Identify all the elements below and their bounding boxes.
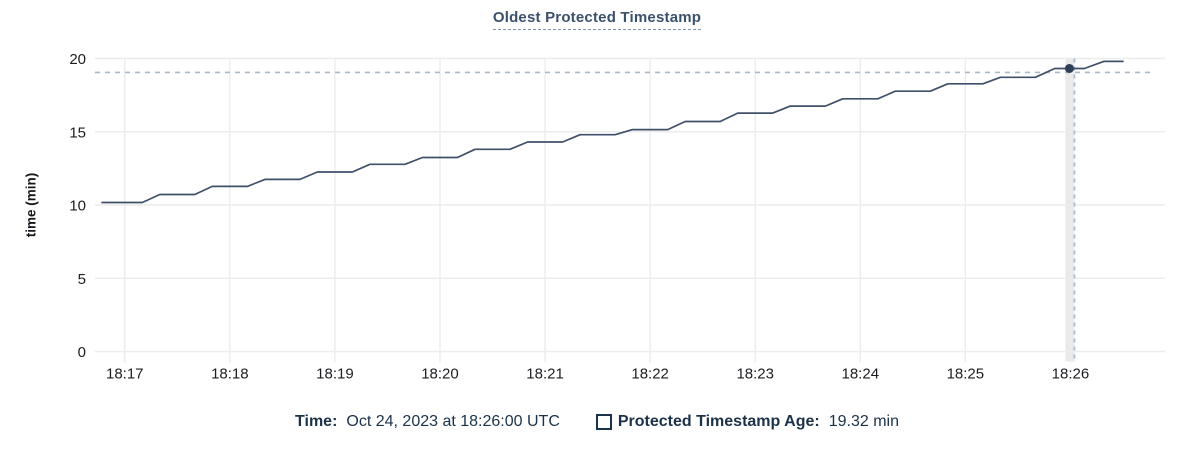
- y-axis-tick-label: 10: [69, 198, 86, 215]
- chart-plot-area[interactable]: 0 5 10 15 20 18:17 18:18 18:19 18:20 18:21 18:22 18…: [0, 0, 1194, 400]
- legend-item-protected-timestamp-age[interactable]: Protected Timestamp Age: 19.32 min: [595, 413, 899, 431]
- y-axis-tick-label: 5: [78, 271, 86, 288]
- series-value: 19.32 min: [828, 413, 899, 430]
- x-axis-tick-label: 18:25: [947, 366, 985, 383]
- series-swatch-checkbox[interactable]: [595, 414, 612, 430]
- x-axis-tick-label: 18:22: [631, 366, 669, 383]
- x-axis-tick-label: 18:24: [842, 366, 880, 383]
- x-axis-tick-label: 18:21: [526, 366, 564, 383]
- x-axis-tick-label: 18:18: [211, 366, 249, 383]
- hover-time-readout: Time: Oct 24, 2023 at 18:26:00 UTC: [295, 413, 560, 431]
- y-axis-tick-label: 0: [78, 344, 86, 361]
- series-label[interactable]: Protected Timestamp Age:: [617, 413, 820, 430]
- x-axis-tick-label: 18:17: [106, 366, 144, 383]
- x-axis-tick-label: 18:19: [316, 366, 354, 383]
- x-axis-tick-label: 18:20: [421, 366, 459, 383]
- y-axis-tick-label: 15: [69, 124, 86, 141]
- y-axis-tick-label: 20: [69, 51, 86, 68]
- hover-point-marker: [1064, 63, 1074, 73]
- chart-legend-footer: Time: Oct 24, 2023 at 18:26:00 UTC Prote…: [0, 413, 1194, 431]
- x-axis-tick-label: 18:23: [736, 366, 774, 383]
- chart-title-text[interactable]: Oldest Protected Timestamp: [492, 9, 702, 30]
- time-value: Oct 24, 2023 at 18:26:00 UTC: [346, 413, 560, 430]
- time-label: Time:: [295, 413, 338, 430]
- chart-title: Oldest Protected Timestamp: [0, 9, 1194, 30]
- x-axis-tick-label: 18:26: [1052, 366, 1090, 383]
- series-line-protected-timestamp-age: [101, 60, 1124, 204]
